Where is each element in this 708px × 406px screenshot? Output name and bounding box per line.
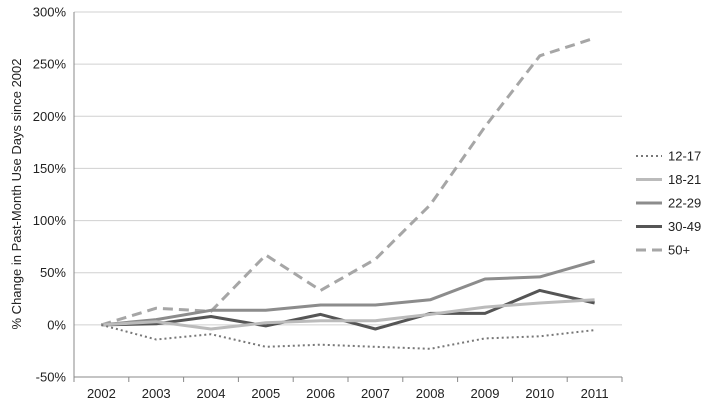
legend-label: 12-17 xyxy=(668,149,701,164)
series-line-22-29 xyxy=(101,259,596,327)
y-tick-label: -50% xyxy=(36,370,67,385)
series-line-18-21 xyxy=(101,298,595,331)
x-tick-label: 2008 xyxy=(416,386,445,401)
y-tick-label: 50% xyxy=(40,265,66,280)
y-tick-label: 300% xyxy=(33,5,67,20)
x-tick-label: 2010 xyxy=(525,386,554,401)
x-tick-label: 2006 xyxy=(306,386,335,401)
y-tick-label: 150% xyxy=(33,161,67,176)
y-tick-labels: -50% 0% 50% 100% 150% 200% 250% 300% xyxy=(33,5,67,385)
legend-label: 22-29 xyxy=(668,196,701,211)
series-line-50plus xyxy=(100,36,596,327)
legend: 12-17 18-21 22-29 30-49 50+ xyxy=(636,149,701,258)
series-lines xyxy=(100,36,596,350)
legend-label: 50+ xyxy=(668,243,690,258)
x-tick-label: 2007 xyxy=(361,386,390,401)
axes xyxy=(73,12,623,382)
x-tick-label: 2009 xyxy=(471,386,500,401)
y-axis-label: % Change in Past-Month Use Days since 20… xyxy=(9,59,24,330)
series-line-12-17 xyxy=(101,323,595,350)
legend-label: 18-21 xyxy=(668,172,701,187)
x-tick-label: 2011 xyxy=(581,386,609,401)
x-tick-label: 2002 xyxy=(87,386,116,401)
x-tick-label: 2005 xyxy=(251,386,280,401)
y-tick-label: 200% xyxy=(33,109,67,124)
x-tick-labels: 2002 2003 2004 2005 2006 2007 2008 2009 2010 2011 xyxy=(87,386,609,401)
x-tick-label: 2003 xyxy=(142,386,171,401)
legend-label: 30-49 xyxy=(668,219,701,234)
y-tick-label: 0% xyxy=(47,317,66,332)
y-tick-label: 100% xyxy=(33,213,67,228)
y-tick-label: 250% xyxy=(33,57,67,72)
x-tick-label: 2004 xyxy=(197,386,226,401)
gridlines xyxy=(74,11,622,378)
